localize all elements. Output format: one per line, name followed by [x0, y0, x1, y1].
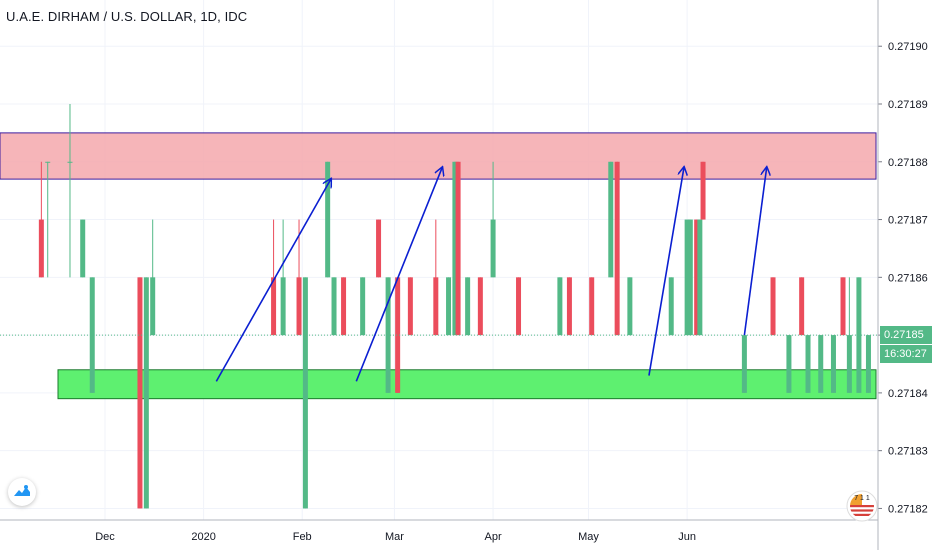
candle-body [465, 277, 471, 336]
candle-body [687, 219, 693, 336]
trend-arrow [215, 179, 331, 382]
candle-body [516, 277, 522, 336]
y-tick-label: 0.27182 [888, 503, 928, 515]
candle-body [799, 277, 805, 336]
countdown-label: 16:30:27 [880, 345, 932, 364]
x-tick-label: Apr [485, 531, 502, 543]
candle-body [407, 277, 413, 336]
candle-body [296, 277, 302, 336]
candle-body [700, 161, 706, 220]
candle-body [608, 161, 614, 278]
candle-body [433, 277, 439, 336]
candle-body [694, 219, 700, 336]
candle-body [395, 277, 401, 393]
candle-body [668, 277, 674, 336]
candle-body [557, 277, 563, 336]
x-tick-label: Jun [678, 531, 696, 543]
x-tick-label: 2020 [191, 531, 215, 543]
candle-body [490, 219, 496, 278]
us-flag-icon[interactable]: 7 1 1 [845, 489, 879, 523]
y-tick-label: 0.27188 [888, 157, 928, 169]
trend-arrow [648, 168, 684, 376]
candle-body [38, 219, 44, 278]
y-tick-label: 0.27187 [888, 215, 928, 227]
candle-body [452, 161, 458, 336]
candle-body [45, 161, 51, 163]
candle-body [830, 335, 836, 393]
chart-title: U.A.E. DIRHAM / U.S. DOLLAR, 1D, IDC [6, 9, 248, 24]
candle-body [325, 161, 331, 278]
candle-body [143, 277, 149, 509]
candle-body [805, 335, 811, 393]
candle-body [741, 335, 747, 393]
x-tick-label: Dec [95, 531, 115, 543]
candle-body [360, 277, 366, 336]
candle-body [341, 277, 347, 336]
candle-body [786, 335, 792, 393]
candle-body [89, 277, 95, 393]
candle-body [865, 335, 871, 393]
support-zone [57, 369, 877, 400]
badge-text: 7 1 1 [854, 495, 870, 502]
y-tick-label: 0.27189 [888, 99, 928, 111]
candle-body [846, 335, 852, 393]
candle-body [589, 277, 595, 336]
candle-body [627, 277, 633, 336]
candle-body [818, 335, 824, 393]
candle-body [271, 277, 277, 336]
candle-body [477, 277, 483, 336]
candle-body [446, 277, 452, 336]
y-tick-label: 0.27183 [888, 446, 928, 458]
candle-body [150, 277, 156, 336]
y-tick-label: 0.27184 [888, 388, 928, 400]
candle-body [137, 277, 143, 509]
candle-body [770, 277, 776, 336]
candle-body [697, 219, 703, 336]
candle-body [80, 219, 86, 278]
candle-body [455, 161, 461, 336]
x-tick-label: May [578, 531, 599, 543]
trend-arrow [355, 168, 442, 382]
candle-body [331, 277, 337, 336]
candle-body [67, 161, 73, 163]
tradingview-logo-icon[interactable] [8, 478, 36, 506]
y-tick-label: 0.27186 [888, 272, 928, 284]
trend-arrow [743, 168, 766, 336]
candle-body [376, 219, 382, 278]
candle-body [614, 161, 620, 336]
resistance-zone [0, 132, 877, 180]
candle-body [302, 277, 308, 509]
x-tick-label: Mar [385, 531, 404, 543]
candle-body [684, 219, 690, 336]
y-tick-label: 0.27190 [888, 41, 928, 53]
candle-body [385, 277, 391, 393]
candle-body [566, 277, 572, 336]
last-price-label: 0.27185 [880, 326, 932, 345]
x-tick-label: Feb [293, 531, 312, 543]
candle-body [840, 277, 846, 336]
candle-body [280, 277, 286, 336]
